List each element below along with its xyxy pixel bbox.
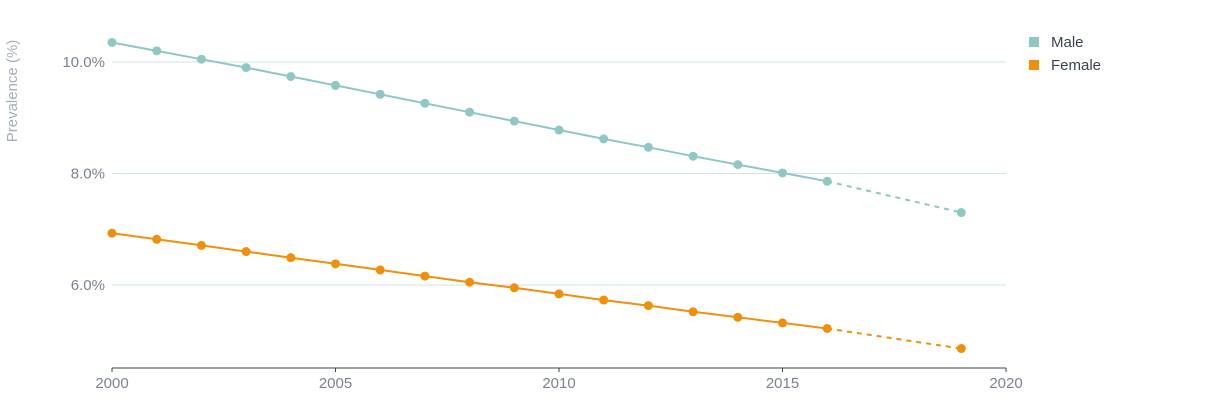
female-data-point bbox=[688, 307, 698, 317]
female-data-point bbox=[733, 312, 743, 322]
male-data-point bbox=[643, 142, 653, 152]
y-tick-label: 6.0% bbox=[71, 277, 105, 294]
male-data-point bbox=[152, 46, 162, 56]
y-tick-label: 8.0% bbox=[71, 166, 105, 183]
x-tick-label: 2010 bbox=[542, 375, 575, 392]
male-data-point bbox=[554, 125, 564, 135]
female-data-point bbox=[241, 247, 251, 257]
male-data-point bbox=[509, 116, 519, 126]
male-data-point bbox=[733, 160, 743, 170]
male-projection-line bbox=[826, 180, 962, 214]
series-layer bbox=[107, 37, 966, 354]
axes: 2000 2005 2010 2015 2020 bbox=[95, 367, 1023, 392]
female-data-point bbox=[509, 283, 519, 293]
female-data-point bbox=[196, 240, 206, 250]
male-data-point bbox=[241, 63, 251, 73]
x-tick-label: 2000 bbox=[95, 375, 128, 392]
male-data-point bbox=[331, 80, 340, 90]
female-data-point bbox=[331, 259, 340, 269]
female-data-point bbox=[107, 228, 117, 238]
legend: Male Female bbox=[1029, 34, 1101, 74]
x-tick-label: 2020 bbox=[989, 375, 1022, 392]
gridlines: 6.0% 8.0% 10.0% bbox=[62, 54, 1006, 294]
female-projection-line bbox=[827, 327, 962, 350]
female-data-point bbox=[286, 253, 296, 263]
female-data-point bbox=[420, 271, 430, 281]
female-legend-label: Female bbox=[1051, 57, 1101, 74]
male-data-point bbox=[375, 89, 385, 99]
female-data-point bbox=[599, 295, 609, 305]
male-data-point bbox=[956, 208, 966, 218]
female-data-point bbox=[643, 301, 653, 311]
male-data-point bbox=[822, 176, 832, 186]
female-data-point bbox=[554, 289, 564, 299]
male-data-point bbox=[420, 98, 430, 108]
male-data-point bbox=[196, 54, 206, 64]
y-axis-title: Prevalence (%) bbox=[4, 40, 21, 143]
female-data-point bbox=[778, 318, 787, 328]
x-tick-label: 2005 bbox=[319, 375, 352, 392]
male-legend-swatch bbox=[1029, 37, 1039, 47]
male-data-point bbox=[599, 134, 609, 144]
female-data-point bbox=[956, 344, 966, 354]
male-data-point bbox=[465, 107, 475, 117]
x-tick-label: 2015 bbox=[766, 375, 799, 392]
female-data-point bbox=[152, 234, 162, 244]
female-data-point bbox=[465, 277, 475, 287]
male-legend-label: Male bbox=[1051, 34, 1084, 51]
y-tick-label: 10.0% bbox=[62, 54, 105, 71]
female-data-point bbox=[822, 323, 832, 333]
male-data-point bbox=[688, 151, 698, 161]
female-data-point bbox=[375, 265, 385, 275]
male-data-point bbox=[107, 37, 117, 47]
female-legend-swatch bbox=[1029, 60, 1039, 70]
male-data-point bbox=[778, 168, 787, 178]
male-data-point bbox=[286, 71, 296, 81]
